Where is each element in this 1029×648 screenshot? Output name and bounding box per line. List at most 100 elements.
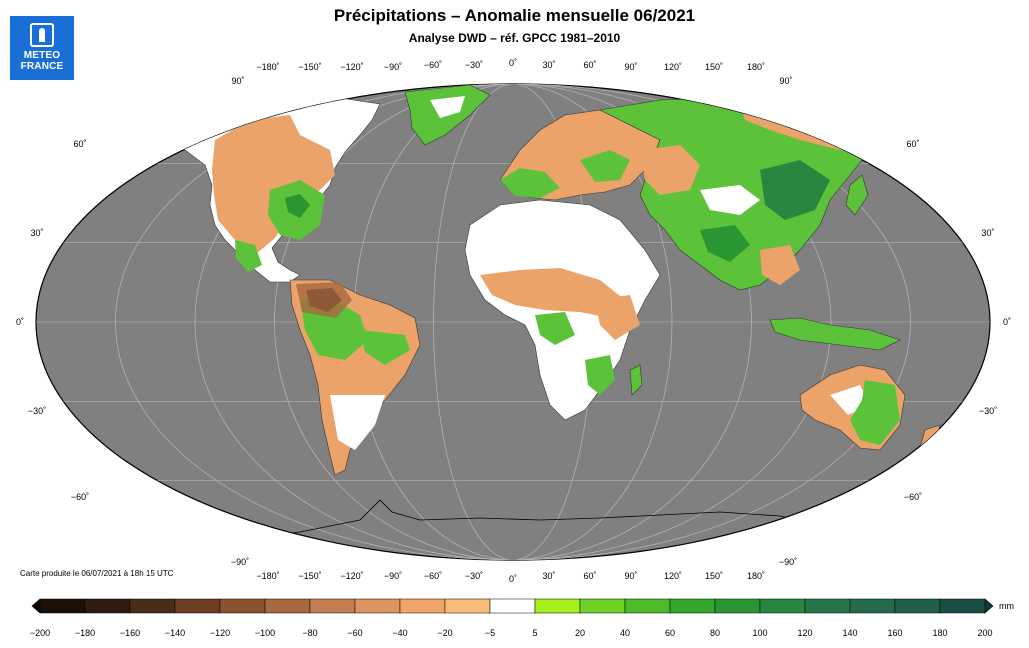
colorbar-label: 20 (575, 628, 585, 638)
longitude-tick-top: 0˚ (509, 58, 517, 68)
north-america-dry-area (212, 115, 335, 255)
japan-land (845, 174, 869, 216)
colorbar-label: −40 (392, 628, 407, 638)
asia-wet-core-2 (700, 225, 750, 262)
longitude-tick-bottom: −150˚ (298, 571, 321, 581)
longitude-tick-bottom: −120˚ (340, 571, 363, 581)
southeast-asia-dry (760, 245, 800, 285)
latitude-tick-right: −60˚ (904, 492, 922, 502)
logo-text-line1: METEO (23, 50, 61, 61)
colorbar-box (579, 598, 626, 614)
colorbar-label: −140 (165, 628, 185, 638)
madagascar-land (629, 364, 643, 396)
colorbar-label: 160 (887, 628, 902, 638)
africa-dry-area-2 (595, 295, 640, 340)
latitude-tick-left: 90˚ (231, 76, 244, 86)
africa-wet-area (535, 312, 575, 345)
longitude-tick-top: 120˚ (664, 62, 682, 72)
latitude-tick-right: 90˚ (779, 76, 792, 86)
longitude-tick-bottom: 120˚ (664, 571, 682, 581)
colorbar-box (939, 598, 986, 614)
colorbar-label: −60 (347, 628, 362, 638)
australia-wet-area (850, 380, 900, 445)
colorbar-underflow-arrow (31, 598, 41, 614)
longitude-ticks-bottom: −180˚ −150˚ −120˚ −90˚ −60˚ −30˚ 0˚ 30˚ 60˚ 90˚ 12… (256, 571, 765, 584)
colorbar-box (804, 598, 851, 614)
indonesia-land (769, 317, 901, 351)
colorbar-box (669, 598, 716, 614)
colorbar-box (714, 598, 761, 614)
longitude-tick-top: 150˚ (705, 62, 723, 72)
colorbar-label: 120 (797, 628, 812, 638)
colorbar-label: 60 (665, 628, 675, 638)
colombia-dry-ring (296, 282, 352, 318)
colorbar-box (219, 598, 266, 614)
latitude-tick-left: −60˚ (71, 492, 89, 502)
africa-wet-area-2 (585, 355, 615, 395)
latitude-tick-right: −30˚ (979, 406, 997, 416)
colorbar-label: −180 (75, 628, 95, 638)
colorbar-box (264, 598, 311, 614)
colorbar-label: −120 (210, 628, 230, 638)
colorbar-label: −100 (255, 628, 275, 638)
latitude-tick-right: −90˚ (779, 557, 797, 567)
colorbar-label: 180 (932, 628, 947, 638)
north-america-wet-area-3 (235, 240, 262, 272)
asia-neutral-area (700, 185, 760, 215)
map-subtitle: Analyse DWD – réf. GPCC 1981–2010 (408, 31, 621, 45)
latitude-tick-left: −90˚ (231, 557, 249, 567)
colorbar-label: 140 (842, 628, 857, 638)
colorbar-label: −5 (485, 628, 495, 638)
meteo-france-logo-icon (30, 23, 54, 47)
longitude-tick-bottom: 90˚ (624, 571, 637, 581)
latitude-ticks-right: 90˚ 60˚ 30˚ 0˚ −30˚ −60˚ −90˚ (779, 76, 1011, 567)
asia-wet-core (760, 160, 830, 220)
latitude-tick-left: 0˚ (16, 317, 24, 327)
longitude-tick-bottom: 0˚ (509, 574, 517, 584)
europe-wet-area (500, 168, 560, 198)
colorbar-overflow-arrow (984, 598, 994, 614)
africa-dry-band (480, 268, 625, 318)
antarctica-outline (239, 499, 821, 541)
colorbar-boxes (31, 598, 994, 614)
colorbar-box (624, 598, 671, 614)
south-america-neutral-area (330, 395, 385, 450)
longitude-tick-bottom: −60˚ (424, 571, 442, 581)
colorbar-box (489, 598, 536, 614)
latitude-tick-right: 0˚ (1003, 317, 1011, 327)
colorbar-box (354, 598, 401, 614)
longitude-tick-top: −120˚ (340, 62, 363, 72)
colorbar-label: 5 (532, 628, 537, 638)
colorbar-box (534, 598, 581, 614)
longitude-tick-top: 180˚ (747, 62, 765, 72)
longitude-tick-bottom: −90˚ (384, 571, 402, 581)
colorbar-labels: −200 −180 −160 −140 −120 −100 −80 −60 −40 −20 −5 5 2… (30, 628, 993, 638)
colorbar-label: −80 (302, 628, 317, 638)
colorbar-box (129, 598, 176, 614)
colorbar-box (894, 598, 941, 614)
latitude-tick-left: 30˚ (30, 228, 43, 238)
longitude-tick-bottom: 180˚ (747, 571, 765, 581)
longitude-tick-top: −150˚ (298, 62, 321, 72)
map-title: Précipitations – Anomalie mensuelle 06/2… (333, 6, 696, 25)
latitude-tick-left: −30˚ (28, 406, 46, 416)
longitude-tick-bottom: −30˚ (465, 571, 483, 581)
colorbar-label: 100 (752, 628, 767, 638)
colorbar-box (759, 598, 806, 614)
longitude-tick-bottom: 30˚ (542, 571, 555, 581)
colorbar-box (444, 598, 491, 614)
production-timestamp: Carte produite le 06/07/2021 à 18h 15 UT… (20, 569, 174, 578)
longitude-tick-top: −90˚ (384, 62, 402, 72)
latitude-tick-right: 30˚ (981, 228, 994, 238)
longitude-tick-top: −60˚ (424, 60, 442, 70)
meteo-france-logo: METEO FRANCE (10, 16, 74, 80)
europe-wet-area-2 (580, 150, 630, 182)
colorbar-unit: mm (999, 601, 1014, 611)
longitude-tick-top: 60˚ (583, 60, 596, 70)
longitude-tick-top: 30˚ (542, 60, 555, 70)
colorbar-box (849, 598, 896, 614)
colorbar-label: 80 (710, 628, 720, 638)
colorbar-label: 200 (977, 628, 992, 638)
